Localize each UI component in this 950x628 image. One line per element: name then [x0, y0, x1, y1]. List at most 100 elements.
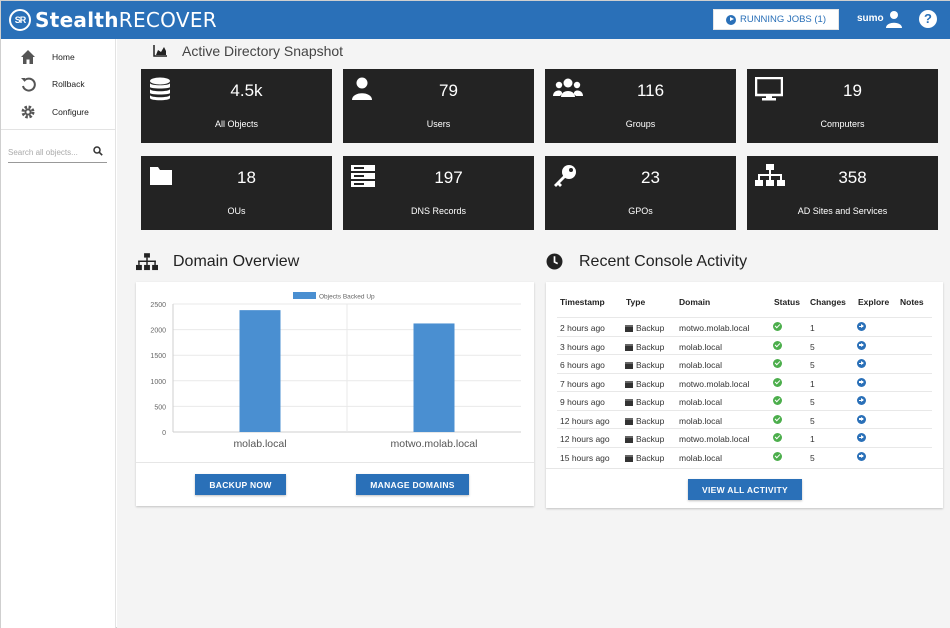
sidebar-item-label: Rollback [52, 79, 85, 89]
row-type: Backup [625, 434, 664, 444]
monitor-icon [755, 77, 783, 101]
tile-value: 197 [434, 168, 463, 187]
tile-value: 4.5k [230, 81, 263, 100]
table-row[interactable]: 12 hours ago Backup molab.local 5 [557, 409, 932, 428]
backup-now-button[interactable]: BACKUP NOW [195, 474, 286, 495]
table-row[interactable]: 6 hours ago Backup molab.local 5 [557, 354, 932, 372]
row-timestamp: 6 hours ago [560, 360, 605, 370]
column-header-notes[interactable]: Notes [900, 297, 924, 307]
column-header-changes[interactable]: Changes [810, 297, 846, 307]
tile-value: 358 [838, 168, 867, 187]
folder-icon [150, 167, 172, 185]
sidebar: Home Rollback Configure [1, 39, 116, 628]
search-input[interactable] [8, 145, 90, 159]
status-ok-icon [773, 322, 782, 333]
undo-icon [21, 77, 36, 92]
explore-arrow-icon[interactable] [857, 396, 866, 407]
status-ok-icon [773, 414, 782, 426]
row-timestamp: 9 hours ago [560, 397, 605, 407]
tile-users[interactable]: 79 Users [343, 69, 534, 143]
tile-all-objects[interactable]: 4.5k All Objects [141, 69, 332, 143]
tile-label: OUs [227, 206, 246, 216]
sidebar-item-home[interactable]: Home [1, 46, 116, 68]
tile-value: 19 [843, 81, 862, 100]
row-domain: molab.local [679, 360, 722, 370]
sidebar-search [8, 143, 107, 163]
panel-divider [136, 462, 534, 463]
tile-groups[interactable]: 116 Groups [545, 69, 736, 143]
y-tick-label: 2500 [150, 302, 166, 309]
user-name[interactable]: sumo [857, 13, 884, 24]
top-bar: SR StealthRECOVER RUNNING JOBS (1) sumo … [1, 1, 950, 39]
running-jobs-label: RUNNING JOBS (1) [739, 14, 827, 25]
explore-arrow-icon[interactable] [857, 359, 866, 370]
tile-value: 18 [237, 168, 256, 187]
explore-arrow-icon[interactable] [857, 322, 866, 333]
table-row[interactable]: 15 hours ago Backup molab.local 5 [557, 446, 932, 465]
tile-label: All Objects [214, 119, 258, 129]
tile-dns-records[interactable]: 197 DNS Records [343, 156, 534, 230]
explore-arrow-icon[interactable] [857, 340, 866, 352]
manage-domains-button[interactable]: MANAGE DOMAINS [356, 474, 469, 495]
explore-arrow-icon[interactable] [857, 414, 866, 426]
objects-backed-up-chart: 0 500 1000 1500 2000 2500 molab.local motwo.mol… [150, 292, 521, 450]
tile-label: AD Sites and Services [797, 206, 888, 216]
archive-icon [625, 454, 633, 462]
row-type: Backup [625, 416, 664, 426]
row-domain: molab.local [679, 452, 722, 463]
table-row[interactable]: 3 hours ago Backup molab.local 5 [557, 335, 932, 354]
x-tick-label: motwo.molab.local [391, 438, 478, 450]
y-tick-label: 0 [162, 430, 166, 437]
help-icon[interactable]: ? [919, 10, 937, 28]
user-account-icon[interactable] [885, 10, 903, 28]
panel-divider [546, 468, 943, 469]
column-header-type[interactable]: Type [626, 297, 646, 307]
y-tick-label: 1000 [150, 379, 166, 386]
tile-ad-sites[interactable]: 358 AD Sites and Services [747, 156, 938, 230]
app-logo[interactable]: SR StealthRECOVER [9, 8, 217, 32]
row-timestamp: 12 hours ago [560, 415, 610, 426]
view-all-activity-button[interactable]: VIEW ALL ACTIVITY [688, 479, 802, 500]
tile-ous[interactable]: 18 OUs [141, 156, 332, 230]
row-changes: 1 [810, 434, 815, 444]
tile-computers[interactable]: 19 Computers [747, 69, 938, 143]
tile-value: 79 [439, 81, 458, 100]
explore-arrow-icon[interactable] [857, 451, 866, 463]
table-row[interactable]: 9 hours ago Backup molab.local 5 [557, 391, 932, 409]
sidebar-item-configure[interactable]: Configure [1, 101, 116, 123]
column-header-domain[interactable]: Domain [679, 297, 711, 307]
clock-icon [546, 253, 563, 270]
row-domain: molab.local [679, 341, 722, 352]
table-row[interactable]: 2 hours ago Backup motwo.molab.local 1 [557, 317, 932, 335]
users-icon [553, 78, 583, 97]
archive-icon [625, 417, 633, 425]
status-ok-icon [773, 340, 782, 352]
tile-label: Groups [625, 119, 656, 129]
tile-gpos[interactable]: 23 GPOs [545, 156, 736, 230]
status-ok-icon [773, 359, 782, 370]
database-icon [150, 77, 170, 101]
explore-arrow-icon[interactable] [857, 377, 866, 389]
row-timestamp: 2 hours ago [560, 323, 605, 333]
running-jobs-button[interactable]: RUNNING JOBS (1) [713, 9, 839, 30]
column-header-explore[interactable]: Explore [858, 297, 890, 307]
row-changes: 1 [810, 323, 815, 333]
explore-arrow-icon[interactable] [857, 433, 866, 444]
row-timestamp: 12 hours ago [560, 434, 610, 444]
search-icon[interactable] [93, 146, 103, 156]
row-timestamp: 7 hours ago [560, 378, 605, 389]
column-header-status[interactable]: Status [774, 297, 800, 307]
legend-label: Objects Backed Up [319, 294, 375, 301]
table-row[interactable]: 12 hours ago Backup motwo.molab.local 1 [557, 428, 932, 446]
tile-value: 116 [636, 81, 665, 100]
archive-icon [625, 362, 633, 369]
row-changes: 5 [810, 452, 815, 463]
sidebar-item-rollback[interactable]: Rollback [1, 73, 116, 95]
domain-overview-title: Domain Overview [173, 253, 300, 270]
table-row[interactable]: 7 hours ago Backup motwo.molab.local 1 [557, 372, 932, 391]
recent-activity-panel: VIEW ALL ACTIVITY [546, 282, 943, 508]
row-domain: motwo.molab.local [679, 323, 750, 333]
column-header-timestamp[interactable]: Timestamp [560, 297, 605, 307]
home-icon [21, 50, 35, 64]
row-domain: molab.local [679, 397, 722, 407]
